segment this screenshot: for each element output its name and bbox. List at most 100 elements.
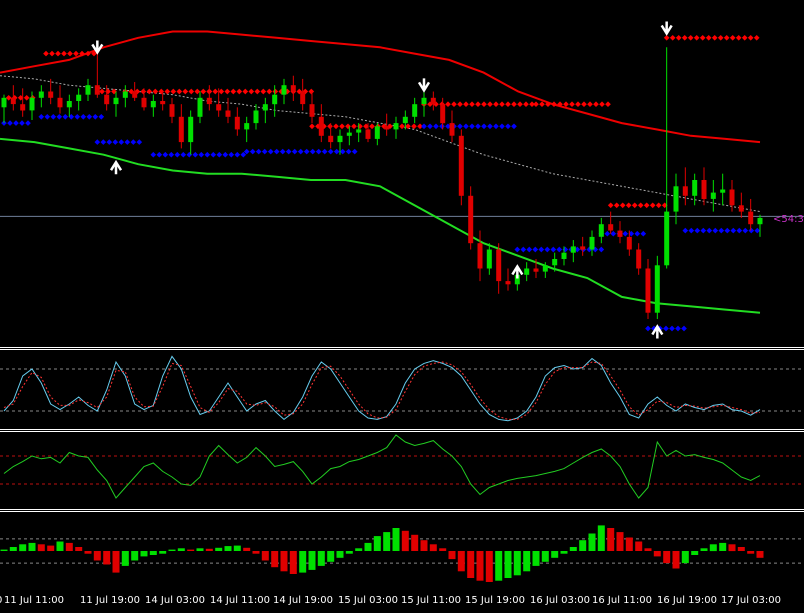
candle[interactable] <box>384 113 390 136</box>
stochastic-panel[interactable] <box>0 355 804 422</box>
candle[interactable] <box>440 97 446 130</box>
candle[interactable] <box>757 214 763 237</box>
candle[interactable] <box>113 91 119 117</box>
candle[interactable] <box>393 116 399 139</box>
candle[interactable] <box>580 236 586 256</box>
candle[interactable] <box>673 173 679 225</box>
candle[interactable] <box>458 129 464 206</box>
candle[interactable] <box>85 78 91 101</box>
sell-signal-icon[interactable] <box>91 40 104 55</box>
candle[interactable] <box>1 94 7 124</box>
candle[interactable] <box>132 82 138 101</box>
candle[interactable] <box>328 123 334 149</box>
candle[interactable] <box>178 104 184 149</box>
candle[interactable] <box>66 94 72 117</box>
candle[interactable] <box>374 123 380 146</box>
candle[interactable] <box>710 180 716 212</box>
support-level-dot <box>249 148 256 155</box>
candle[interactable] <box>524 262 530 282</box>
support-level-dot <box>234 151 241 158</box>
candle[interactable] <box>692 173 698 206</box>
candle[interactable] <box>10 85 16 111</box>
candle[interactable] <box>654 255 660 320</box>
resistance-level-dot <box>487 101 493 108</box>
candle[interactable] <box>38 85 44 108</box>
candle[interactable] <box>533 259 539 278</box>
candle[interactable] <box>57 85 63 114</box>
candle-body <box>570 246 576 253</box>
candle[interactable] <box>337 129 343 155</box>
candle[interactable] <box>701 167 707 206</box>
candle[interactable] <box>449 110 455 143</box>
candle[interactable] <box>608 211 614 234</box>
candle[interactable] <box>402 110 408 130</box>
candle[interactable] <box>262 97 268 124</box>
time-axis-label: 0 <box>0 595 2 606</box>
candle[interactable] <box>430 91 436 111</box>
candle[interactable] <box>76 88 82 111</box>
candle[interactable] <box>29 91 35 120</box>
candle[interactable] <box>169 97 175 124</box>
candle[interactable] <box>617 221 623 244</box>
candle[interactable] <box>748 198 754 231</box>
candle[interactable] <box>188 110 194 155</box>
candle[interactable] <box>570 240 576 263</box>
candle[interactable] <box>477 230 483 282</box>
candle[interactable] <box>290 75 296 101</box>
sell-signal-icon[interactable] <box>660 21 673 36</box>
candle[interactable] <box>505 268 511 291</box>
candle[interactable] <box>486 243 492 275</box>
candle[interactable] <box>300 78 306 111</box>
candle[interactable] <box>589 230 595 256</box>
sell-signal-icon[interactable] <box>417 78 431 93</box>
momentum-panel[interactable] <box>0 434 804 499</box>
candle[interactable] <box>645 259 651 320</box>
candle[interactable] <box>365 123 371 143</box>
candle[interactable] <box>468 186 474 250</box>
candle[interactable] <box>150 94 156 117</box>
candle[interactable] <box>20 88 26 117</box>
candle[interactable] <box>234 107 240 136</box>
candle[interactable] <box>496 243 502 294</box>
candle[interactable] <box>542 262 548 278</box>
candle[interactable] <box>48 78 54 105</box>
candle[interactable] <box>281 78 287 105</box>
candle[interactable] <box>346 126 352 146</box>
candle[interactable] <box>682 167 688 206</box>
candle[interactable] <box>141 88 147 111</box>
candle[interactable] <box>729 180 735 212</box>
candle[interactable] <box>421 91 427 117</box>
histogram-panel[interactable] <box>0 525 804 582</box>
candle[interactable] <box>664 47 670 269</box>
candle[interactable] <box>636 243 642 275</box>
candle[interactable] <box>122 85 128 108</box>
candle[interactable] <box>104 85 110 111</box>
candle[interactable] <box>412 97 418 124</box>
support-level-dot <box>162 151 169 158</box>
candle[interactable] <box>206 85 212 111</box>
candle[interactable] <box>244 116 250 143</box>
candle[interactable] <box>160 91 166 111</box>
support-level-dot <box>433 123 439 130</box>
candle[interactable] <box>552 252 558 272</box>
buy-signal-icon[interactable] <box>511 264 524 279</box>
candle[interactable] <box>720 173 726 206</box>
candle[interactable] <box>272 85 278 117</box>
candle[interactable] <box>216 88 222 117</box>
candle[interactable] <box>225 97 231 124</box>
buy-signal-icon[interactable] <box>109 159 123 175</box>
candle[interactable] <box>626 230 632 256</box>
candle[interactable] <box>738 192 744 218</box>
price-panel[interactable] <box>0 21 804 339</box>
candle[interactable] <box>561 246 567 266</box>
candle[interactable] <box>94 53 100 98</box>
candle[interactable] <box>197 91 203 124</box>
candle[interactable] <box>598 217 604 244</box>
candle[interactable] <box>253 104 259 130</box>
candle[interactable] <box>309 91 315 124</box>
candle[interactable] <box>356 123 362 143</box>
buy-signal-icon[interactable] <box>651 324 664 339</box>
candle[interactable] <box>318 104 324 143</box>
